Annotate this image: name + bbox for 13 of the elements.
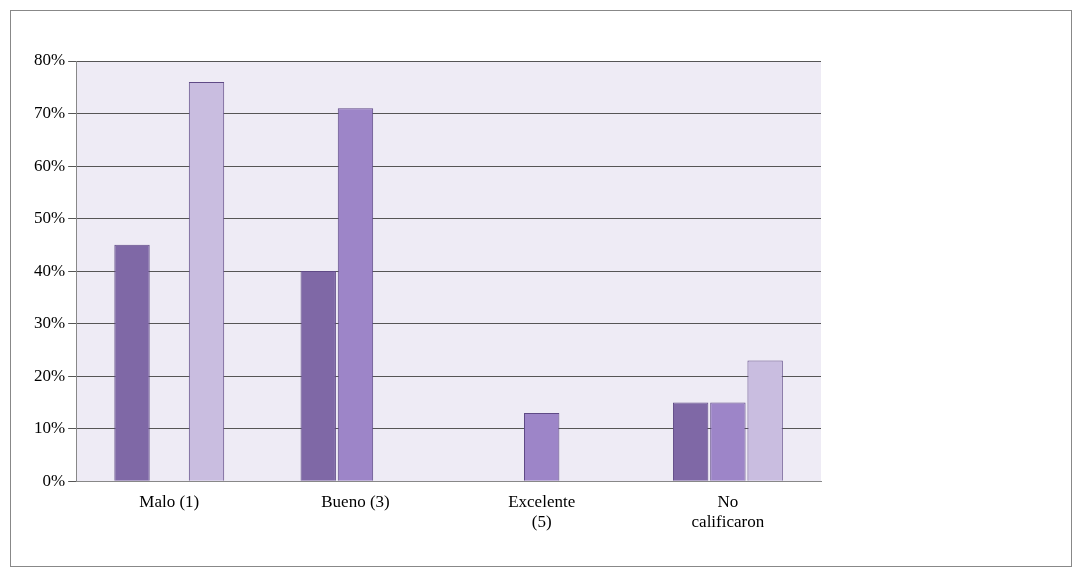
x-tick-label: No calificaron xyxy=(691,491,765,532)
x-tick-label: Malo (1) xyxy=(139,491,200,511)
y-tick-label: 70% xyxy=(33,102,66,122)
x-tick-label: Bueno (3) xyxy=(321,491,390,511)
y-tick-label: 40% xyxy=(33,260,66,280)
x-tick-label: Excelente (5) xyxy=(508,491,576,532)
y-tick-label: 30% xyxy=(33,313,66,333)
y-tick-label: 50% xyxy=(33,208,66,228)
y-tick-label: 60% xyxy=(33,155,66,175)
y-tick-label: 0% xyxy=(42,470,66,490)
y-tick-label: 20% xyxy=(33,365,66,385)
y-tick-label: 10% xyxy=(33,418,66,438)
y-tick-label: 80% xyxy=(33,50,66,70)
